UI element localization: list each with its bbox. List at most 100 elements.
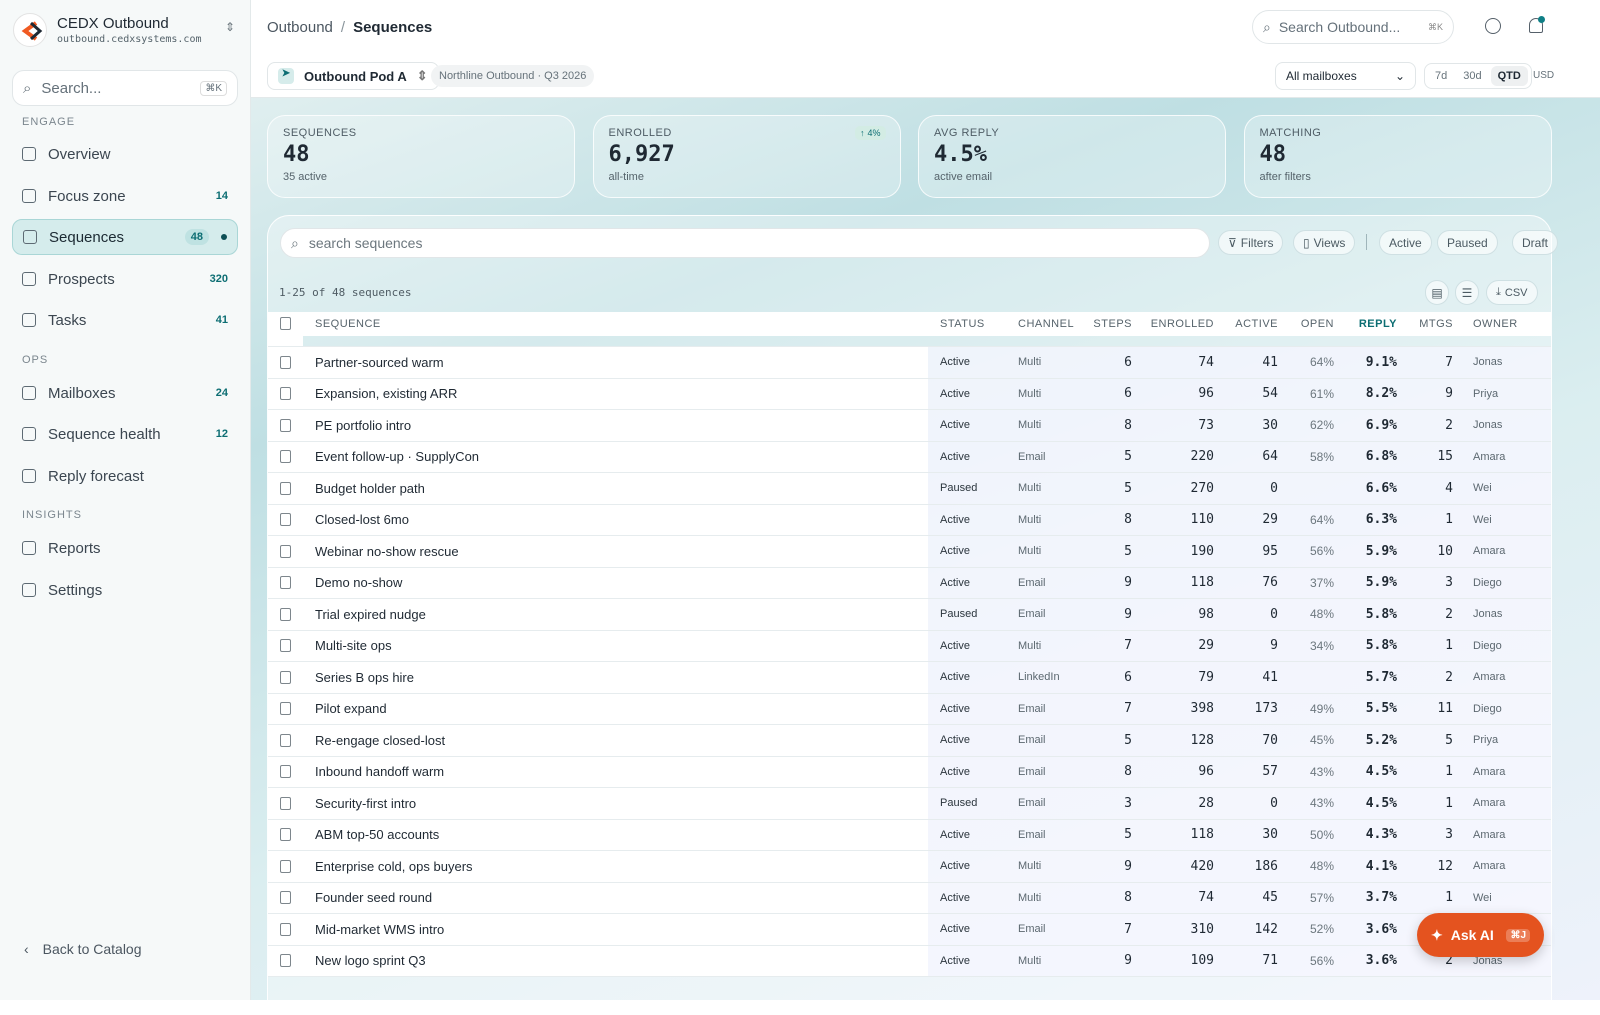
filters-button[interactable]: ⊽ Filters (1218, 230, 1284, 255)
checkbox[interactable] (280, 954, 291, 968)
ask-ai-button[interactable]: ✦ Ask AI ⌘J (1417, 913, 1544, 957)
header-cell[interactable]: STATUS (928, 312, 1006, 336)
range-option[interactable]: 7d (1435, 70, 1448, 82)
checkbox[interactable] (280, 733, 291, 747)
table-row[interactable]: Expansion, existing ARR Active Multi 6 96 54 6… (268, 378, 1551, 410)
checkbox[interactable] (280, 450, 291, 464)
checkbox[interactable] (280, 828, 291, 842)
mailbox-select[interactable]: All mailboxes ⌄ (1275, 62, 1416, 90)
checkbox[interactable] (280, 702, 291, 716)
table-row[interactable]: Pilot expand Active Email 7 398 173 49% 5.5% 11 D… (268, 693, 1551, 725)
cell: Amara (1461, 536, 1551, 567)
checkbox[interactable] (280, 891, 291, 905)
global-search[interactable]: ⌕ Search Outbound... ⌘K (1252, 10, 1454, 44)
status-chip[interactable]: Paused (1437, 230, 1498, 255)
header-cell[interactable]: STEPS (1085, 312, 1140, 336)
nav-item[interactable]: Overview (12, 136, 238, 172)
cell: 1 (1405, 756, 1461, 787)
table-row[interactable]: Demo no-show Active Email 9 118 76 37% 5.9% 3 Die… (268, 567, 1551, 599)
help-icon[interactable] (1485, 18, 1501, 34)
checkbox[interactable] (280, 922, 291, 936)
table-row[interactable]: Trial expired nudge Paused Email 9 98 0 48% 5.8… (268, 599, 1551, 631)
kpi-sub: all-time (608, 171, 644, 183)
table-row[interactable]: Founder seed round Active Multi 8 74 45 57% 3.7… (268, 882, 1551, 914)
table-row[interactable]: Closed-lost 6mo Active Multi 8 110 29 64% 6.3% 1… (268, 504, 1551, 536)
table-row[interactable]: Mid-market WMS intro Active Email 7 310 142 52… (268, 914, 1551, 946)
nav-item[interactable]: Settings (12, 572, 238, 608)
header-cell[interactable]: ENROLLED (1140, 312, 1222, 336)
checkbox[interactable] (280, 418, 291, 432)
density-button[interactable]: ▤ (1425, 280, 1449, 305)
checkbox[interactable] (280, 355, 291, 369)
header-cell[interactable]: SEQUENCE (303, 312, 928, 336)
nav-item[interactable]: Sequence health 12 (12, 416, 238, 452)
checkbox[interactable] (280, 670, 291, 684)
checkbox[interactable] (280, 639, 291, 653)
cell: 2 (1405, 410, 1461, 441)
range-option[interactable]: 30d (1463, 70, 1482, 82)
nav-item[interactable]: Focus zone 14 (12, 178, 238, 214)
header-cell[interactable]: OWNER (1461, 312, 1551, 336)
checkbox[interactable] (280, 859, 291, 873)
switch-icon[interactable]: ⇕ (225, 20, 236, 34)
cell: 0 (1222, 788, 1286, 819)
checkbox[interactable] (280, 544, 291, 558)
table-row[interactable]: Webinar no-show rescue Active Multi 5 190 95 5… (268, 536, 1551, 568)
cell: 1 (1405, 788, 1461, 819)
table-row[interactable]: Inbound handoff warm Active Email 8 96 57 43% 4… (268, 756, 1551, 788)
table-row[interactable]: Multi-site ops Active Multi 7 29 9 34% 5.8% 1 Die… (268, 630, 1551, 662)
nav-item[interactable]: Tasks 41 (12, 302, 238, 338)
nav-item[interactable]: Reply forecast (12, 458, 238, 494)
cell: 4.5% (1342, 756, 1405, 787)
export-button[interactable]: ⤓ CSV (1486, 280, 1538, 305)
nav-item[interactable]: Mailboxes 24 (12, 375, 238, 411)
cell: 5.9% (1342, 536, 1405, 567)
sidebar-search[interactable]: ⌕ Search... ⌘K (12, 70, 238, 106)
checkbox[interactable] (280, 576, 291, 590)
table-row[interactable]: Partner-sourced warm Active Multi 6 74 41 64% 9… (268, 347, 1551, 379)
header-cell[interactable]: OPEN (1286, 312, 1342, 336)
table-row[interactable]: Enterprise cold, ops buyers Active Multi 9 4… (268, 851, 1551, 883)
table-row[interactable]: Re-engage closed-lost Active Email 5 128 70 45… (268, 725, 1551, 757)
bell-icon[interactable] (1529, 18, 1543, 33)
table-row[interactable]: Budget holder path Paused Multi 5 270 0 6.6% 4 W… (268, 473, 1551, 505)
table-row[interactable]: Series B ops hire Active LinkedIn 6 79 41 5.7%… (268, 662, 1551, 694)
table-row[interactable]: Security-first intro Paused Email 3 28 0 43% 4.… (268, 788, 1551, 820)
checkbox[interactable] (280, 481, 291, 495)
checkbox[interactable] (280, 513, 291, 527)
search-shortcut: ⌘K (200, 80, 227, 96)
back-link[interactable]: ‹ Back to Catalog (24, 941, 142, 957)
pod-select[interactable]: ➤ Outbound Pod A ⇕ (267, 62, 439, 90)
sidebar: CEDX Outbound outbound.cedxsystems.com ⇕… (0, 0, 251, 1000)
cell: Wei (1461, 882, 1551, 913)
checkbox[interactable] (280, 317, 291, 331)
checkbox[interactable] (280, 387, 291, 401)
range-option[interactable]: QTD (1490, 66, 1528, 86)
header-cell[interactable]: REPLY (1342, 312, 1405, 336)
cell: Multi (1006, 410, 1085, 441)
cell: New logo sprint Q3 (303, 945, 928, 976)
table-row[interactable]: Event follow-up · SupplyCon Active Email 5 2… (268, 441, 1551, 473)
header-cell[interactable]: MTGS (1405, 312, 1461, 336)
nav-item[interactable]: Reports (12, 530, 238, 566)
nav-count: 320 (209, 273, 228, 285)
checkbox[interactable] (280, 765, 291, 779)
status-chip[interactable]: Draft (1512, 230, 1559, 255)
columns-button[interactable]: ☰ (1455, 280, 1479, 305)
cell: 3 (1405, 819, 1461, 850)
nav-item[interactable]: Sequences 48 (12, 219, 238, 255)
crumb[interactable]: Outbound (267, 19, 333, 36)
table-search[interactable]: ⌕ search sequences (280, 228, 1210, 258)
nav-item[interactable]: Prospects 320 (12, 261, 238, 297)
table-row[interactable]: ABM top-50 accounts Active Email 5 118 30 50% 4… (268, 819, 1551, 851)
status-chip[interactable]: Active (1379, 230, 1432, 255)
table-row[interactable]: PE portfolio intro Active Multi 8 73 30 62% 6.9… (268, 410, 1551, 442)
table-row[interactable]: New logo sprint Q3 Active Multi 9 109 71 56% 3.… (268, 945, 1551, 977)
checkbox[interactable] (280, 796, 291, 810)
checkbox[interactable] (280, 607, 291, 621)
header-cell[interactable]: CHANNEL (1006, 312, 1085, 336)
cell: 8 (1085, 410, 1140, 441)
views-button[interactable]: ▯ Views (1293, 230, 1356, 255)
cell: 9 (1085, 851, 1140, 882)
header-cell[interactable]: ACTIVE (1222, 312, 1286, 336)
